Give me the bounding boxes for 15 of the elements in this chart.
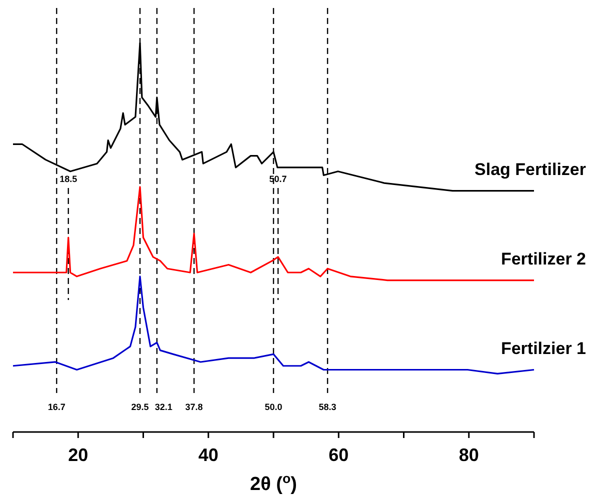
series-label: Slag Fertilizer (474, 160, 586, 179)
x-tick-label: 60 (328, 444, 349, 465)
ref-line-label: 18.5 (60, 174, 78, 184)
ref-line-label: 58.3 (318, 402, 336, 412)
x-tick-label: 20 (68, 444, 88, 465)
ref-line-label: 37.8 (185, 402, 203, 412)
x-tick-label: 80 (458, 444, 479, 465)
ref-line-label: 29.5 (131, 402, 149, 412)
series-label: Fertilizer 2 (500, 249, 586, 268)
x-tick-label: 40 (198, 444, 218, 465)
x-axis-title: 2θ ($^{o}$) (250, 470, 297, 495)
ref-line-label: 32.1 (154, 402, 172, 412)
series-label: Fertilzier 1 (500, 338, 586, 358)
ref-line-label: 16.7 (48, 402, 66, 412)
ref-line-label: 50.0 (264, 402, 282, 412)
